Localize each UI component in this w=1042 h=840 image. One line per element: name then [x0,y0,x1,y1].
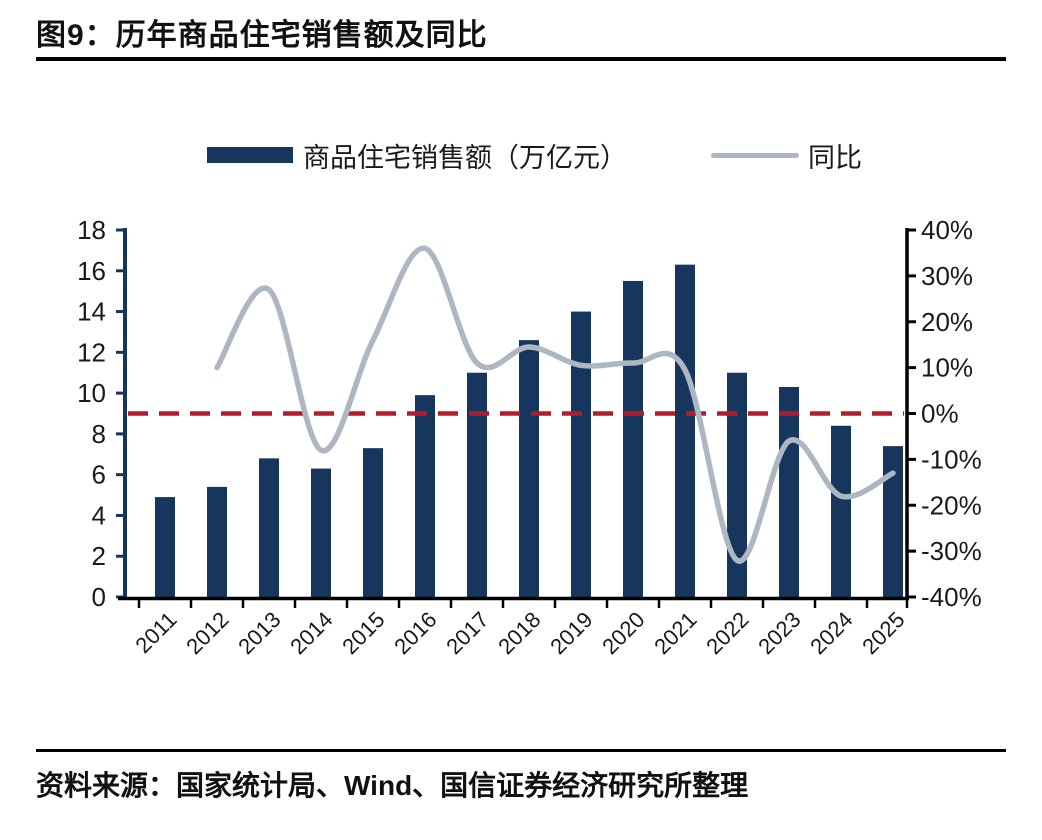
bar-2024 [831,425,851,597]
left-axis-tick-label: 0 [92,582,106,612]
x-axis-year-label: 2018 [493,607,545,659]
bar-2011 [155,497,175,597]
right-axis-tick-label: -10% [921,444,982,474]
bar-2023 [779,386,799,597]
bar-2021 [675,264,695,597]
bar-2020 [623,280,643,597]
left-axis-tick-label: 6 [92,460,106,490]
left-axis-tick-label: 2 [92,541,106,571]
bar-2018 [519,340,539,597]
source-note: 资料来源：国家统计局、Wind、国信证券经济研究所整理 [36,770,749,801]
right-axis-tick-label: 20% [921,307,973,337]
left-axis-tick-label: 16 [77,256,106,286]
x-axis-year-label: 2012 [181,607,233,659]
left-axis-tick-label: 8 [92,419,106,449]
x-axis-year-label: 2021 [649,607,701,659]
bar-2022 [727,372,747,597]
bar-2016 [415,395,435,597]
right-axis-tick-label: 10% [921,353,973,383]
left-axis-tick-label: 10 [77,378,106,408]
right-axis-tick-label: -20% [921,490,982,520]
x-axis-year-label: 2014 [285,607,337,659]
x-axis-year-label: 2016 [389,607,441,659]
right-axis-tick-label: -30% [921,536,982,566]
footer-divider [36,749,1006,752]
legend-item-sales: 商品住宅销售额（万亿元） [207,138,627,173]
right-axis-tick-label: -40% [921,582,982,612]
bar-2014 [311,468,331,597]
x-axis-year-label: 2024 [805,607,857,659]
x-axis-year-label: 2023 [753,607,805,659]
left-axis-tick-label: 18 [77,215,106,245]
bar-2017 [467,372,487,597]
x-axis-year-label: 2019 [545,607,597,659]
title-divider [36,57,1006,61]
bar-2013 [259,458,279,597]
legend-bar-label: 商品住宅销售额（万亿元） [303,142,627,173]
x-axis-year-label: 2011 [130,607,181,658]
x-axis-year-label: 2017 [441,607,493,659]
right-axis-tick-label: 0% [921,399,959,429]
bar-series-swatch [207,147,293,163]
legend-line-label: 同比 [808,142,862,173]
bar-2025 [883,446,903,597]
line-series-swatch [711,152,799,158]
left-axis-tick-label: 14 [77,297,106,327]
left-axis-tick-label: 12 [77,337,106,367]
right-axis-tick-label: 30% [921,261,973,291]
combo-chart: 0 2 4 6 8 10 12 14 16 18 -40% -30% -20% -10% 0% 10% 20% 3… [77,215,982,659]
x-axis-year-label: 2013 [233,607,285,659]
legend-item-yoy: 同比 [711,138,862,173]
bar-2012 [207,486,227,597]
bar-2015 [363,448,383,597]
x-axis-year-label: 2025 [857,607,909,659]
chart-legend: 商品住宅销售额（万亿元） 同比 [0,138,1042,173]
yoy-line [214,245,896,564]
right-axis-tick-label: 40% [921,215,973,245]
x-axis-year-label: 2020 [597,607,649,659]
left-axis-tick-label: 4 [92,500,106,530]
x-axis-year-label: 2022 [701,607,753,659]
bar-2019 [571,311,591,597]
x-axis-year-label: 2015 [337,607,389,659]
figure-title: 图9：历年商品住宅销售额及同比 [36,19,488,52]
